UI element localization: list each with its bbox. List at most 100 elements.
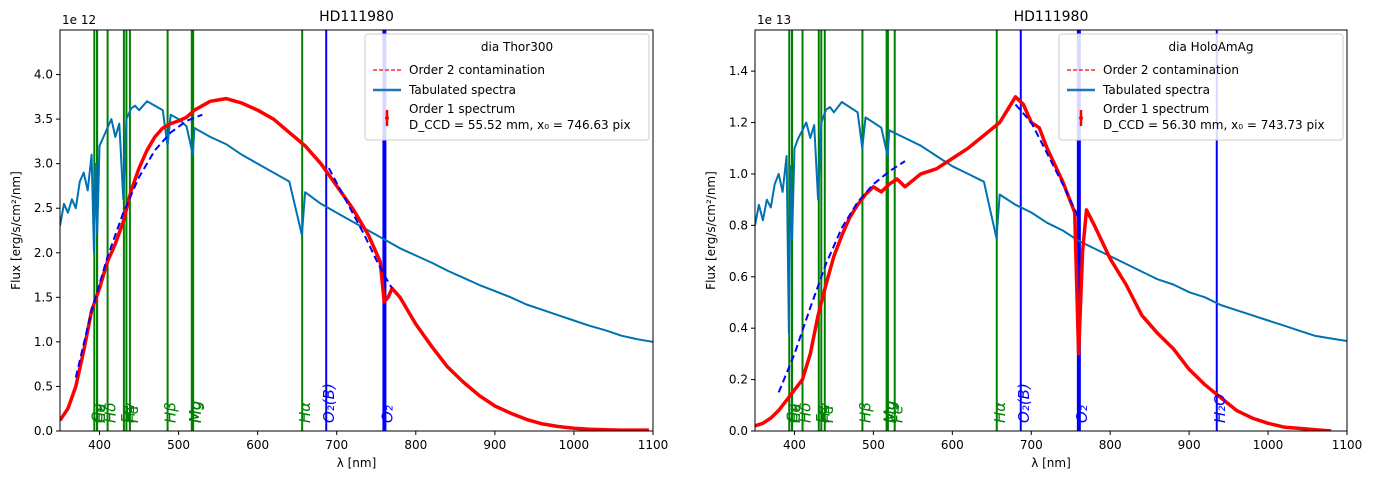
line-label-6: Fe [819,405,837,423]
line-label-14: H₂O [1211,394,1229,423]
line-label-4: Fe [118,405,136,423]
line-label-7: Hβ [162,402,180,423]
legend-label-params: D_CCD = 56.30 mm, x₀ = 743.73 pix [1103,118,1325,132]
line-label-0: Ca [88,403,106,423]
line-label-9: Mg [187,401,205,423]
line-label-3: Hδ [102,403,120,423]
x-axis-label: λ [nm] [1031,456,1071,470]
y-tick-label: 0.0 [729,424,748,438]
legend-label: Tabulated spectra [408,83,516,97]
y-tick-label: 4.0 [34,68,53,82]
y-tick-label: 1.2 [729,116,748,130]
x-tick-label: 1100 [1332,438,1363,452]
line-label-1: Ca [91,403,109,423]
x-axis-label: λ [nm] [337,456,377,470]
line-label-8: Mg [186,401,204,423]
x-tick-label: 500 [862,438,885,452]
series-line-2 [74,113,203,378]
line-label-8: Mg [881,401,899,423]
line-label-7: Hβ [856,402,874,423]
legend-title: dia HoloAmAg [1169,40,1254,54]
x-tick-label: 800 [1099,438,1122,452]
y-tick-label: 1.0 [729,167,748,181]
legend-swatch-marker [385,116,389,120]
x-tick-label: 400 [783,438,806,452]
y-tick-label: 3.5 [34,112,53,126]
axes-frame [754,29,1348,432]
axis-exponent-label: 1e 12 [62,13,96,27]
legend-box [364,33,650,141]
x-tick-label: 500 [167,438,190,452]
series-line-3 [327,167,393,289]
y-tick-label: 1.0 [34,335,53,349]
y-tick-label: 0.0 [34,424,53,438]
x-tick-label: 900 [483,438,506,452]
series-line-3 [1014,103,1080,219]
y-tick-label: 0.4 [729,321,748,335]
legend-box [1058,33,1344,141]
line-label-5: Hγ [120,402,138,423]
y-tick-label: 2.5 [34,201,53,215]
legend-label: Order 2 contamination [1103,63,1239,77]
axes-frame [59,29,654,432]
legend-label: Tabulated spectra [1102,83,1210,97]
x-tick-label: 400 [88,438,111,452]
y-tick-label: 1.5 [34,290,53,304]
y-axis-label: Flux [erg/s/cm²/nm] [704,171,718,290]
legend-label: Order 2 contamination [409,63,545,77]
y-tick-label: 2.0 [34,246,53,260]
line-label-3: Hδ [797,403,815,423]
line-label-11: Hα [991,402,1009,423]
line-label-13: O₂ [1073,405,1091,423]
series-line-1 [755,95,1332,431]
x-tick-label: 1000 [1253,438,1284,452]
plot-area [60,30,653,431]
y-tick-label: 0.8 [729,218,748,232]
x-tick-label: 900 [1178,438,1201,452]
line-label-11: O₂(B) [320,383,338,423]
series-line-1 [60,96,649,431]
legend-swatch-marker [1079,116,1083,120]
y-tick-label: 0.6 [729,270,748,284]
legend-title: dia Thor300 [481,40,553,54]
series-line-0 [60,100,653,343]
line-label-10: Hα [296,402,314,423]
line-label-6: Fe [124,405,142,423]
line-label-12: O₂(B) [1015,383,1033,423]
chart-title: HD111980 [1014,9,1089,25]
y-tick-label: 0.5 [34,379,53,393]
y-tick-label: 3.0 [34,157,53,171]
axis-exponent-label: 1e 13 [757,13,791,27]
y-tick-label: 1.4 [729,64,748,78]
x-tick-label: 700 [325,438,348,452]
x-tick-label: 800 [404,438,427,452]
series-line-0 [755,101,1347,342]
legend: dia HoloAmAg Order 2 contamination Tabulat… [1058,33,1344,141]
x-tick-label: 700 [1020,438,1043,452]
line-label-0: Ca [783,403,801,423]
x-tick-label: 1100 [638,438,669,452]
legend-label: Order 1 spectrum [1103,102,1209,116]
y-tick-label: 0.2 [729,373,748,387]
plot-area [755,30,1347,431]
line-label-12: O₂ [378,405,396,423]
legend-label-params: D_CCD = 55.52 mm, x₀ = 746.63 pix [409,118,631,132]
x-tick-label: 600 [941,438,964,452]
line-label-9: Mg [882,401,900,423]
y-axis-label: Flux [erg/s/cm²/nm] [9,171,23,290]
x-tick-label: 1000 [559,438,590,452]
legend-label: Order 1 spectrum [409,102,515,116]
line-label-2: Hε [786,404,804,423]
chart-title: HD111980 [319,9,394,25]
x-tick-label: 600 [246,438,269,452]
line-label-2: Hε [91,404,109,423]
line-label-4: Fe [813,405,831,423]
legend: dia Thor300 Order 2 contamination Tabulate… [364,33,650,141]
line-label-5: Hγ [815,402,833,423]
series-line-2 [777,160,906,393]
line-label-1: Ca [786,403,804,423]
